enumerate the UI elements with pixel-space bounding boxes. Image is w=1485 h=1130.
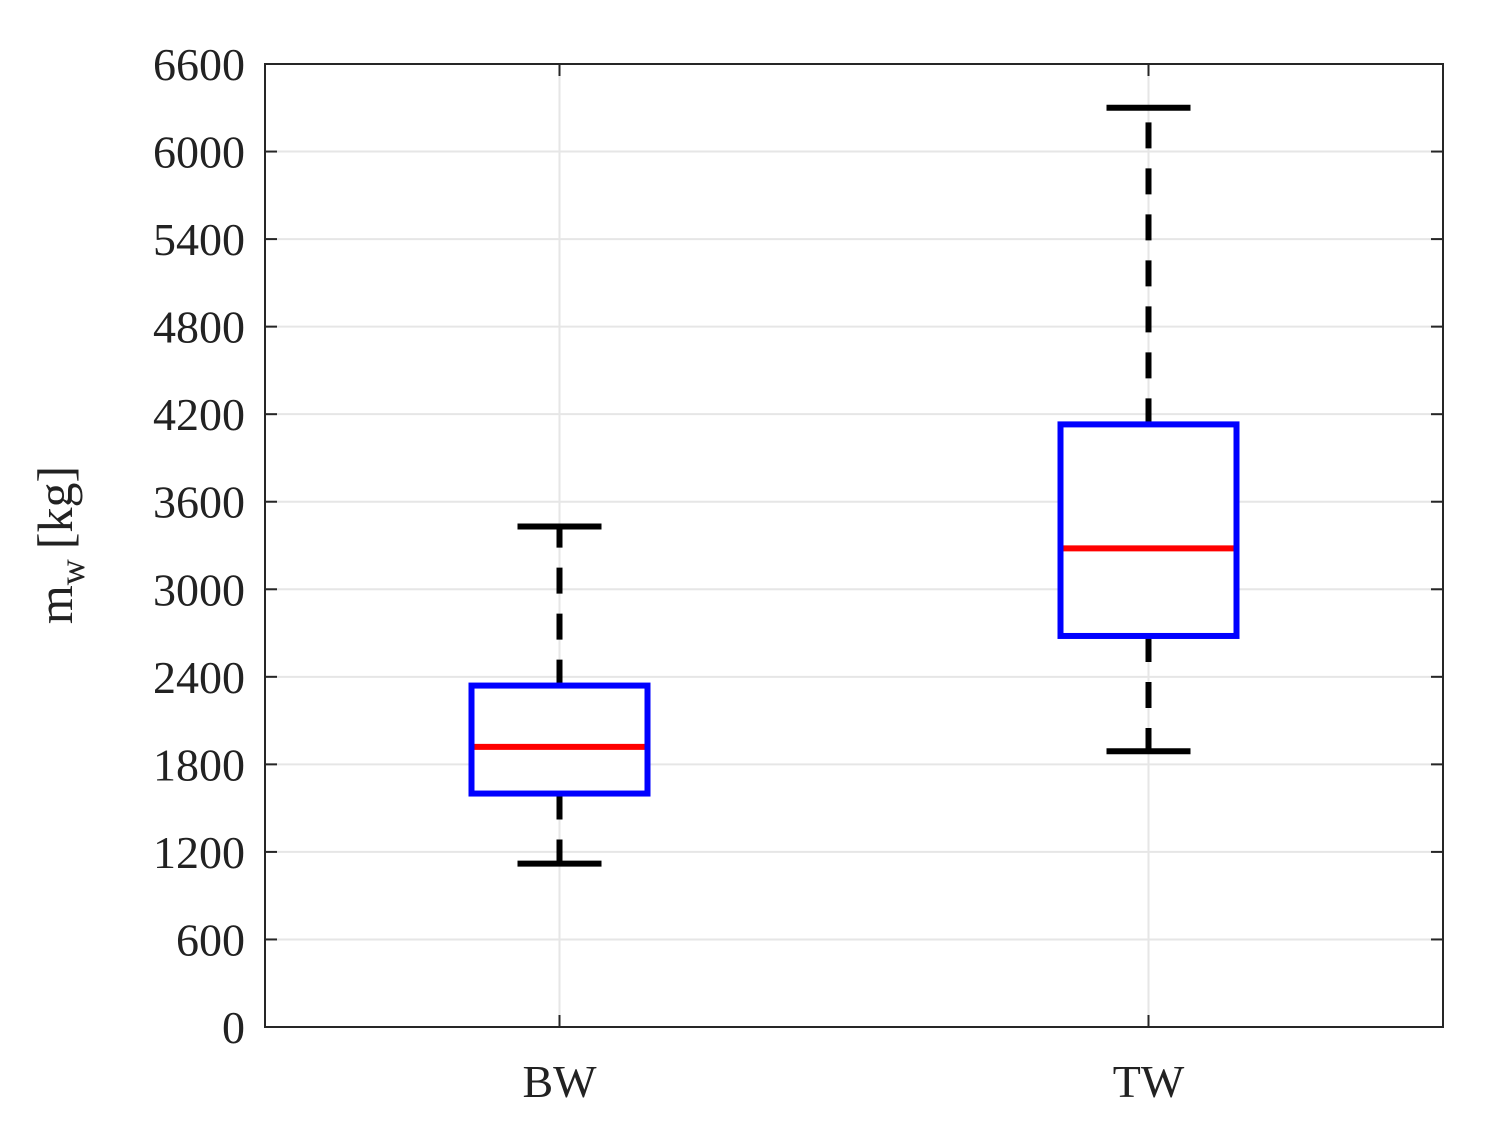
tick-label-layer: 0 600 1200 1800 2400 3000 3600 4200 4800 5400 6000… [153,39,1185,1107]
y-tick-label: 5400 [153,214,245,265]
y-tick-label: 1200 [153,827,245,878]
y-tick-label: 1800 [153,739,245,790]
y-tick-label: 3000 [153,564,245,615]
y-tick-label: 6600 [153,39,245,90]
y-tick-label: 2400 [153,652,245,703]
iqr-box [468,682,651,797]
y-axis-label-unit: [kg] [27,466,83,549]
y-axis-label: mw[kg] [27,466,92,624]
y-tick-label: 4800 [153,302,245,353]
y-axis-label-subscript: w [52,559,92,585]
y-tick-label: 4200 [153,389,245,440]
plot-area-frame [264,63,1444,1028]
box-layer [468,104,1240,867]
box-tw [1057,104,1240,755]
grid-layer [265,63,1443,1028]
box-bw [468,523,651,867]
x-tick-label: BW [522,1056,597,1107]
x-tick-label: TW [1113,1056,1185,1107]
tick-layer [265,63,1443,1028]
y-tick-label: 600 [176,914,245,965]
y-tick-label: 6000 [153,127,245,178]
y-tick-label: 0 [222,1002,245,1053]
iqr-box [1057,421,1240,639]
y-tick-label: 3600 [153,477,245,528]
